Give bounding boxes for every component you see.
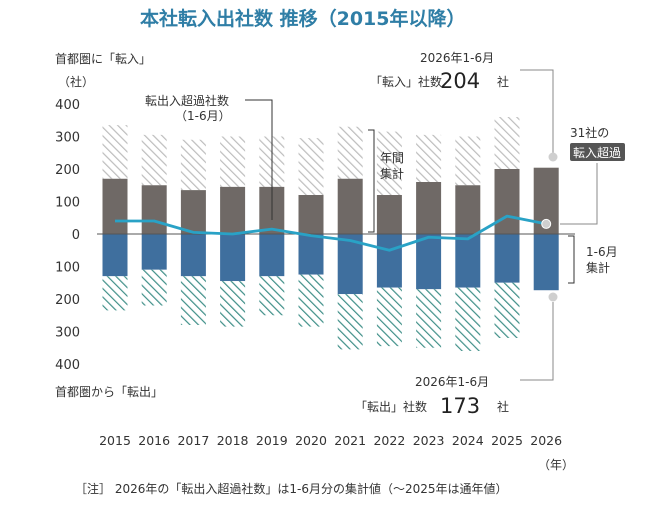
bar-outflow-half [141,234,167,270]
y-tick-label: 300 [55,131,80,146]
bar-outflow-half [494,234,520,283]
bar-inflow-half [337,178,363,234]
inflow-2026-value: 204 [440,69,480,93]
inflow-2026-leader [520,69,554,153]
net-2026-badge [570,143,625,161]
x-unit: （年） [538,458,574,472]
bar-inflow-half [220,186,246,234]
footnote: ［注］ 2026年の「転出入超過社数」は1-6月分の集計値（～2025年は通年値… [75,481,508,496]
inflow-2026-dot [548,152,558,162]
half-label-2: 集計 [586,260,610,275]
chart-title: 本社転入出社数 推移（2015年以降） [140,7,466,30]
bar-inflow-annual [180,139,206,191]
x-tick-label: 2019 [256,433,288,448]
outflow-2026-leader [520,302,554,381]
y-tick-label: 200 [55,293,80,308]
bar-inflow-half [298,195,324,234]
bar-outflow-half [337,234,363,295]
bar-outflow-annual [141,269,167,306]
x-tick-label: 2018 [217,433,249,448]
y-tick-label: 0 [72,228,80,243]
net-label: 転出入超過社数 [145,93,229,108]
net-2026-point [541,218,552,229]
y-tick-label: 200 [55,163,80,178]
net-label-period: （1-6月） [175,109,231,123]
bar-outflow-half [220,234,246,282]
bar-outflow-annual [259,276,285,316]
half-label-1: 1-6月 [586,245,618,259]
bar-inflow-half [494,169,520,234]
annual-label-1: 年間 [380,151,404,165]
y-tick-label: 400 [55,358,80,373]
bar-inflow-annual [455,136,481,186]
y-tick-label: 100 [55,261,80,276]
bar-outflow-annual [455,287,481,351]
inflow-2026-period: 2026年1-6月 [420,51,494,65]
inflow-2026-label: 「転入」社数 [370,74,442,89]
annual-bracket [368,129,375,233]
net-2026-label: 31社の [570,125,609,140]
bar-outflow-half [180,234,206,277]
x-tick-label: 2022 [373,433,405,448]
x-tick-label: 2015 [99,433,131,448]
bar-inflow-half [141,185,167,234]
outflow-2026-period: 2026年1-6月 [415,375,489,389]
bar-inflow-half [102,178,128,234]
bar-inflow-annual [141,134,167,186]
bar-outflow-half [376,234,402,288]
x-tick-label: 2021 [334,433,366,448]
bar-outflow-half [533,234,559,291]
y-label-bottom: 首都圏から「転出」 [55,385,163,399]
y-tick-label: 300 [55,326,80,341]
bar-outflow-half [455,234,481,288]
bar-inflow-half [376,195,402,234]
net-2026-leader [560,163,598,225]
outflow-2026-dot [548,292,558,302]
bar-outflow-half [102,234,128,277]
x-tick-label: 2024 [452,433,484,448]
net-label-leader [245,99,273,220]
bar-outflow-annual [102,276,128,311]
bar-inflow-half [455,185,481,234]
inflow-2026-unit: 社 [497,74,509,89]
x-tick-label: 2026 [530,433,562,448]
outflow-2026-unit: 社 [497,399,509,414]
bar-outflow-annual [298,274,324,327]
y-label-top: 首都圏に「転入」 [55,52,151,66]
annual-label-2: 集計 [380,166,404,181]
half-bracket [568,235,575,284]
bar-outflow-annual [180,276,206,325]
outflow-2026-label: 「転出」社数 [355,399,427,414]
bar-outflow-half [416,234,442,290]
bar-outflow-annual [220,281,246,327]
x-tick-label: 2020 [295,433,327,448]
outflow-2026-value: 173 [440,394,480,418]
bar-outflow-half [259,234,285,277]
bar-outflow-annual [376,287,402,347]
bar-outflow-annual [416,289,442,348]
bar-outflow-half [298,234,324,275]
y-unit: （社） [58,74,94,89]
y-tick-label: 100 [55,196,80,211]
x-tick-label: 2025 [491,433,523,448]
x-tick-label: 2017 [177,433,209,448]
net-2026-badge-text: 転入超過 [573,145,621,160]
bar-inflow-annual [337,126,363,179]
bar-inflow-half [416,182,442,234]
bar-outflow-annual [337,294,363,350]
bar-inflow-half [180,190,206,234]
bar-inflow-annual [376,131,402,195]
bar-inflow-annual [494,117,520,169]
bar-inflow-annual [416,134,442,182]
net-line [115,214,547,252]
x-tick-label: 2016 [138,433,170,448]
bar-inflow-annual [220,136,246,187]
bar-inflow-annual [298,138,324,195]
bar-inflow-annual [102,125,128,179]
bar-outflow-annual [494,282,520,338]
y-tick-label: 400 [55,98,80,113]
x-tick-label: 2023 [413,433,445,448]
